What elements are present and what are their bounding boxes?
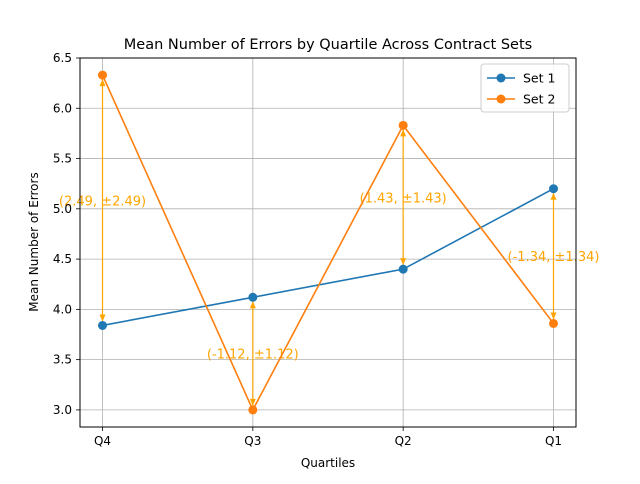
series-point-2	[248, 405, 258, 415]
series	[98, 70, 558, 415]
x-tick-label: Q1	[545, 434, 562, 448]
annotation-arrowhead	[550, 192, 557, 200]
legend: Set 1 Set 2	[480, 63, 570, 113]
annotation-label: (2.49, ±2.49)	[59, 194, 146, 209]
annotation-label: (1.43, ±1.43)	[360, 191, 447, 206]
y-tick-label: 4.0	[53, 302, 72, 316]
annotation-arrowhead	[400, 129, 407, 137]
series-point-1	[98, 320, 107, 330]
y-tick-label: 6.5	[53, 51, 72, 65]
annotation-arrowhead	[99, 314, 106, 322]
series-point-2	[549, 318, 558, 328]
annotation-arrowhead	[550, 312, 557, 320]
annotation-arrowhead	[249, 398, 256, 406]
plot-frame	[79, 57, 577, 428]
series-point-1	[398, 264, 408, 274]
legend-label-2: Set 2	[523, 92, 555, 107]
annotation-label: (-1.34, ±1.34)	[508, 250, 600, 265]
series-line-2	[101, 74, 555, 412]
x-tick-label: Q3	[244, 434, 261, 448]
series-point-2	[398, 120, 408, 130]
y-tick-label: 3.5	[53, 353, 72, 367]
series-line-1	[102, 188, 554, 327]
annotation-arrowhead	[249, 301, 256, 309]
y-tick-label: 5.0	[53, 202, 72, 216]
x-axis-label: Quartiles	[301, 456, 355, 470]
series-point-1	[549, 184, 558, 194]
annotation-arrowhead	[400, 258, 407, 266]
annotation-arrowhead	[99, 79, 106, 87]
series-point-2	[98, 70, 107, 80]
y-tick-label: 3.0	[53, 403, 72, 417]
axes: Q4 Q3 Q2 Q1 3.0 3.5 4.0 4.5 5.0 5.5 6.0 6.5	[53, 51, 562, 448]
y-tick-label: 4.5	[53, 252, 72, 266]
chart-title: Mean Number of Errors by Quartile Across…	[124, 37, 532, 53]
y-tick-label: 5.5	[53, 152, 72, 166]
legend-label-1: Set 1	[523, 71, 555, 86]
legend-marker-1	[496, 73, 506, 83]
x-tick-label: Q4	[94, 434, 111, 448]
y-axis-label: Mean Number of Errors	[27, 172, 41, 311]
y-tick-label: 6.0	[53, 101, 72, 115]
x-tick-label: Q2	[395, 434, 412, 448]
legend-marker-2	[496, 94, 506, 104]
series-point-1	[248, 292, 258, 302]
